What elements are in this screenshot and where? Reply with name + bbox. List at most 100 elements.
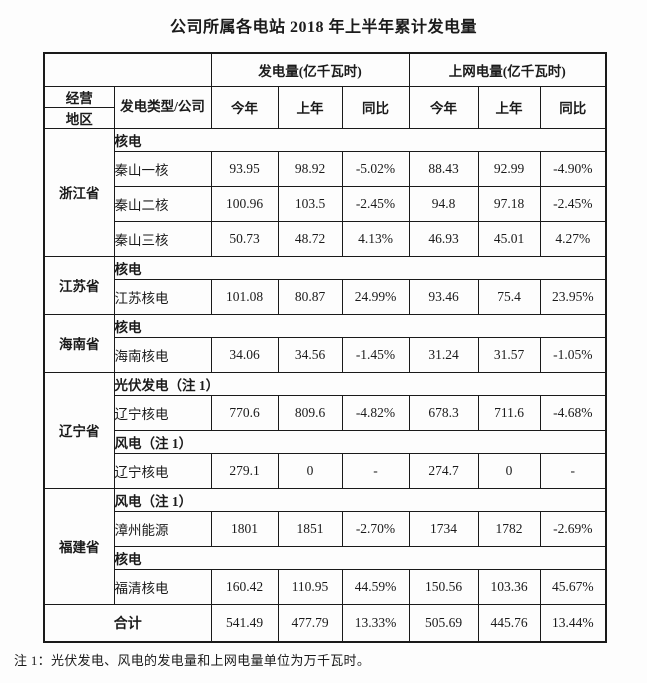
group-header-row: 发电量(亿千瓦时) 上网电量(亿千瓦时) [43, 52, 607, 87]
value-cell: -2.70% [341, 510, 410, 547]
gen-yoy-header: 同比 [341, 85, 410, 129]
value-cell: -2.69% [539, 510, 607, 547]
corner-blank-cell [43, 52, 212, 87]
value-cell: 93.46 [408, 278, 479, 315]
value-cell: 45.01 [477, 220, 541, 257]
gen-this-year-header: 今年 [210, 85, 279, 129]
value-cell: -4.82% [341, 394, 410, 431]
value-cell: 50.73 [210, 220, 279, 257]
company-cell: 福清核电 [113, 568, 212, 605]
column-header-row-1: 经营 发电类型/公司 今年 上年 同比 今年 上年 同比 [43, 85, 607, 129]
value-cell: -4.68% [539, 394, 607, 431]
category-band-row: 海南省 核电 [43, 313, 607, 373]
data-row: 漳州能源 1801 1851 -2.70% 1734 1782 -2.69% [44, 510, 607, 547]
value-cell: 1734 [408, 510, 479, 547]
value-cell: 100.96 [210, 185, 279, 222]
value-cell: 103.5 [277, 185, 343, 222]
total-value-cell: 477.79 [277, 603, 343, 643]
value-cell: 101.08 [210, 278, 279, 315]
region-header-line1: 经营 [43, 85, 115, 108]
category-band-row: 风电（注 1） [44, 429, 607, 454]
value-cell: 0 [277, 452, 343, 489]
company-cell: 辽宁核电 [113, 394, 212, 431]
data-row: 秦山一核 93.95 98.92 -5.02% 88.43 92.99 -4.90% [44, 150, 607, 187]
data-row: 江苏核电 101.08 80.87 24.99% 93.46 75.4 23.95% [44, 278, 607, 315]
ongrid-yoy-header: 同比 [539, 85, 607, 129]
value-cell: 24.99% [341, 278, 410, 315]
value-cell: 46.93 [408, 220, 479, 257]
region-cell: 江苏省 [43, 255, 115, 315]
value-cell: 1782 [477, 510, 541, 547]
region-cell: 福建省 [43, 487, 115, 605]
type-company-header: 发电类型/公司 [113, 85, 212, 129]
category-band-row: 福建省 风电（注 1） [43, 487, 607, 605]
data-row: 秦山三核 50.73 48.72 4.13% 46.93 45.01 4.27% [44, 220, 607, 257]
ongrid-this-year-header: 今年 [408, 85, 479, 129]
category-band-cell: 核电 [113, 127, 607, 152]
data-row: 福清核电 160.42 110.95 44.59% 150.56 103.36 45.67% [44, 568, 607, 605]
value-cell: 770.6 [210, 394, 279, 431]
value-cell: 34.56 [277, 336, 343, 373]
value-cell: 93.95 [210, 150, 279, 187]
data-row: 辽宁核电 279.1 0-274.7 0- [44, 452, 607, 489]
doc-title: 公司所属各电站 2018 年上半年累计发电量 [169, 19, 477, 36]
total-value-cell: 445.76 [477, 603, 541, 643]
value-cell: 711.6 [477, 394, 541, 431]
value-cell: 31.24 [408, 336, 479, 373]
value-cell: - [539, 452, 607, 489]
value-cell: 1801 [210, 510, 279, 547]
region-header-line2: 地区 [43, 106, 115, 129]
generation-group-header: 发电量(亿千瓦时) [210, 52, 410, 87]
report-table: 发电量(亿千瓦时) 上网电量(亿千瓦时) 经营 发电类型/公司 今年 上年 同比… [43, 52, 608, 643]
company-cell: 海南核电 [113, 336, 212, 373]
value-cell: 678.3 [408, 394, 479, 431]
table-header: 发电量(亿千瓦时) 上网电量(亿千瓦时) 经营 发电类型/公司 今年 上年 同比… [43, 52, 607, 129]
value-cell: 75.4 [477, 278, 541, 315]
ongrid-group-header: 上网电量(亿千瓦时) [408, 52, 607, 87]
value-cell: 31.57 [477, 336, 541, 373]
value-cell: 97.18 [477, 185, 541, 222]
value-cell: - [341, 452, 410, 489]
company-cell: 秦山二核 [113, 185, 212, 222]
category-band-cell: 核电 [113, 545, 607, 570]
value-cell: 23.95% [539, 278, 607, 315]
category-band-cell: 核电 [113, 255, 607, 280]
total-label-cell: 合计 [43, 603, 212, 643]
value-cell: 4.27% [539, 220, 607, 257]
value-cell: -2.45% [539, 185, 607, 222]
company-cell: 秦山三核 [113, 220, 212, 257]
region-cell: 辽宁省 [43, 371, 115, 489]
value-cell: 1851 [277, 510, 343, 547]
value-cell: 150.56 [408, 568, 479, 605]
value-cell: 80.87 [277, 278, 343, 315]
data-row: 辽宁核电 770.6 809.6 -4.82% 678.3 711.6 -4.68% [44, 394, 607, 431]
value-cell: 0 [477, 452, 541, 489]
value-cell: -1.45% [341, 336, 410, 373]
table-body: 浙江省 核电 秦山一核 93.95 98.92 -5.02% 88.43 92.99 -4.90… [43, 127, 607, 643]
category-band-row: 核电 [44, 545, 607, 570]
value-cell: 274.7 [408, 452, 479, 489]
value-cell: 4.13% [341, 220, 410, 257]
value-cell: -1.05% [539, 336, 607, 373]
total-value-cell: 13.33% [341, 603, 410, 643]
value-cell: 94.8 [408, 185, 479, 222]
value-cell: -2.45% [341, 185, 410, 222]
value-cell: 44.59% [341, 568, 410, 605]
category-band-row: 浙江省 核电 [43, 127, 607, 257]
category-band-row: 辽宁省 光伏发电（注 1） [43, 371, 607, 489]
footnote: 注 1：光伏发电、风电的发电量和上网电量单位为万千瓦时。 [14, 653, 371, 668]
value-cell: 809.6 [277, 394, 343, 431]
company-cell: 漳州能源 [113, 510, 212, 547]
category-band-cell: 风电（注 1） [113, 487, 607, 512]
total-value-cell: 505.69 [408, 603, 479, 643]
company-cell: 秦山一核 [113, 150, 212, 187]
value-cell: -4.90% [539, 150, 607, 187]
region-cell: 浙江省 [43, 127, 115, 257]
total-row: 合计 541.49 477.79 13.33% 505.69 445.76 13.44% [43, 603, 607, 643]
value-cell: 45.67% [539, 568, 607, 605]
category-band-row: 江苏省 核电 [43, 255, 607, 315]
value-cell: 110.95 [277, 568, 343, 605]
category-band-cell: 风电（注 1） [113, 429, 607, 454]
data-row: 海南核电 34.06 34.56 -1.45% 31.24 31.57 -1.05% [44, 336, 607, 373]
ongrid-last-year-header: 上年 [477, 85, 541, 129]
